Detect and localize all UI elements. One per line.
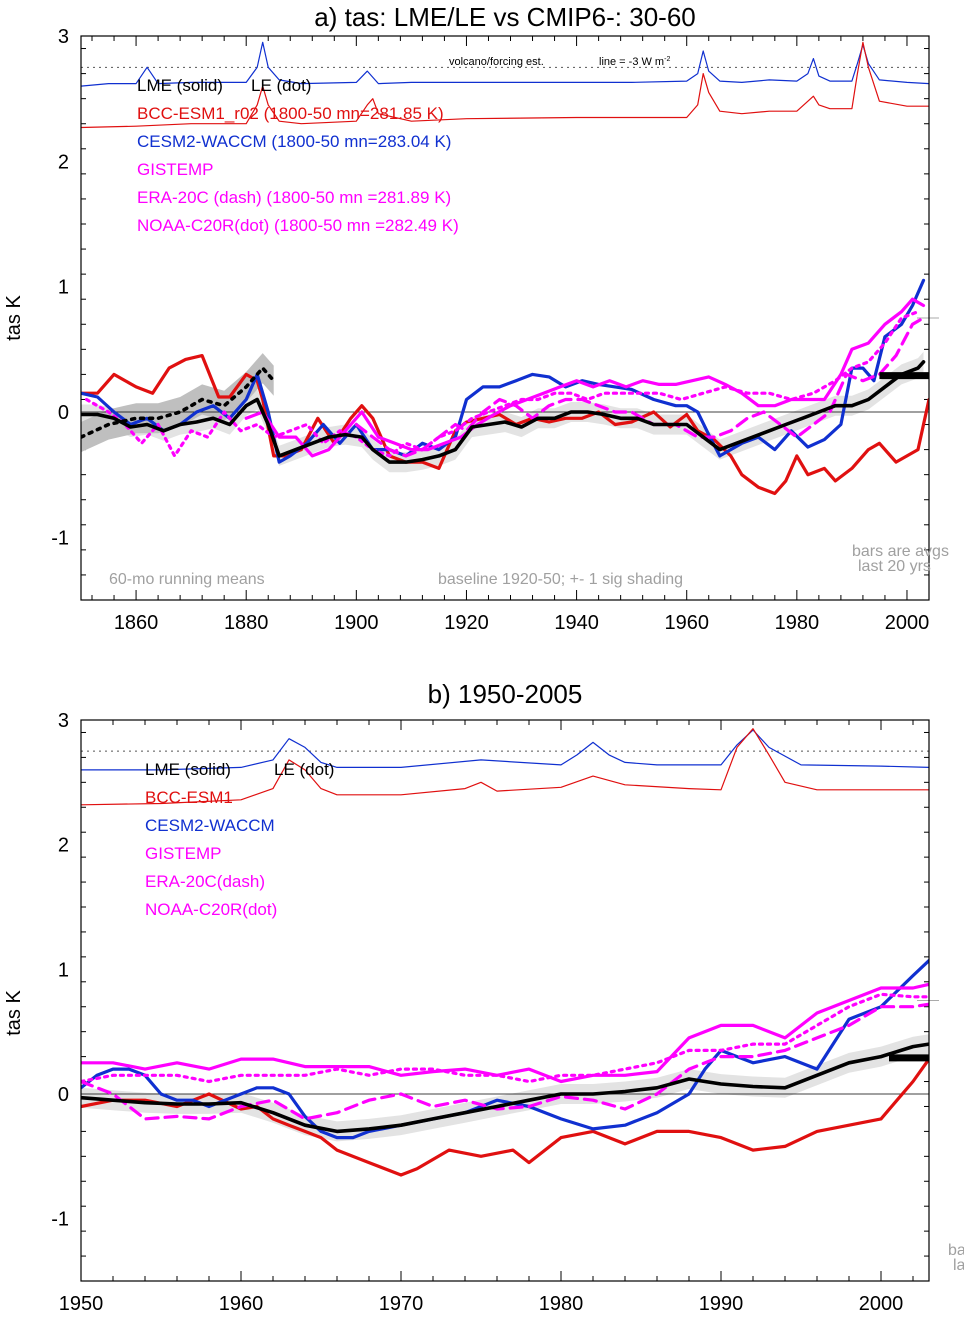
- panel-b-plot-area: [81, 728, 929, 1177]
- x-tick-label-1960: 1960: [219, 1293, 264, 1315]
- running-mean-note: 60-mo running means: [109, 571, 265, 588]
- series-era-20c-line: [81, 1002, 929, 1121]
- legend-b-gistemp: GISTEMP: [145, 844, 222, 863]
- y-tick-label--1: -1: [51, 527, 69, 549]
- legend-bcc-esm1: BCC-ESM1_r02 (1800-50 mn=281.85 K): [137, 104, 444, 123]
- x-tick-label-1980: 1980: [775, 612, 820, 634]
- series-bcc-esm1-forcing-line: [81, 41, 929, 129]
- legend-b-cesm2-waccm: CESM2-WACCM: [145, 816, 275, 835]
- x-tick-label-1970: 1970: [379, 1293, 424, 1315]
- series-gistemp-line: [244, 297, 926, 458]
- panel-b: b) 1950-2005 tas K 1950 1960 1970 1980 1990 2…: [3, 679, 964, 1315]
- panel-b-frame: [80, 719, 930, 1282]
- series-lme-line: [81, 1042, 929, 1134]
- y-tick-label-0: 0: [58, 1084, 69, 1106]
- legend-noaa-c20r: NOAA-C20R(dot) (1800-50 mn =282.49 K): [137, 216, 459, 235]
- legend-b-era-20c: ERA-20C(dash): [145, 872, 265, 891]
- panel-a-plot-area: [81, 41, 929, 496]
- series-noaa-c20r-line: [84, 310, 920, 458]
- panel-a-ticks: 1860 1880 1900 1920 1940 1960 1980 2000 -1 0 1 2 3: [51, 26, 939, 634]
- series-bcc-esm1-line: [81, 1057, 929, 1177]
- forcing-line-equation: line = -3 W m: [599, 56, 664, 68]
- panel-a-legend: LME (solid) LE (dot) BCC-ESM1_r02 (1800-…: [137, 76, 459, 235]
- legend-lme: LME (solid): [137, 76, 223, 95]
- panel-b-title: b) 1950-2005: [428, 679, 583, 709]
- series-cesm2-waccm-forcing-line: [81, 729, 929, 771]
- legend-le: LE (dot): [251, 76, 311, 95]
- x-tick-label-1950: 1950: [59, 1293, 104, 1315]
- series-era-20c-line: [354, 316, 926, 458]
- legend-b-lme: LME (solid): [145, 760, 231, 779]
- series-bcc-esm1-r02-line: [81, 354, 929, 496]
- x-tick-label-1960: 1960: [664, 612, 709, 634]
- bars-note-line2: last 20 yrs: [858, 558, 931, 575]
- bars-note-line1: bars are avgs: [852, 543, 949, 560]
- panel-b-y-axis-label: tas K: [3, 990, 25, 1036]
- y-tick-label-2: 2: [58, 835, 69, 857]
- forcing-line-note: line = -3 W m-2: [599, 56, 670, 68]
- y-tick-label-3: 3: [58, 710, 69, 732]
- legend-gistemp: GISTEMP: [137, 160, 214, 179]
- bars-note-b-line2: la: [953, 1257, 964, 1274]
- series-gistemp-line: [81, 982, 929, 1084]
- series-le-line: [81, 366, 276, 439]
- x-tick-label-1990: 1990: [699, 1293, 744, 1315]
- legend-b-bcc-esm1: BCC-ESM1: [145, 788, 233, 807]
- x-tick-label-1880: 1880: [224, 612, 269, 634]
- legend-cesm2-waccm: CESM2-WACCM (1800-50 mn=283.04 K): [137, 132, 451, 151]
- series-bcc-esm1-forcing-line: [81, 728, 929, 806]
- forcing-line-exponent: -2: [664, 56, 670, 63]
- y-tick-label-1: 1: [58, 959, 69, 981]
- series-cesm2-waccm-line: [81, 278, 926, 464]
- x-tick-label-2000: 2000: [859, 1293, 904, 1315]
- x-tick-label-1940: 1940: [554, 612, 599, 634]
- y-tick-label-2: 2: [58, 151, 69, 173]
- series-cesm2-waccm-forcing-line: [81, 41, 929, 87]
- legend-era-20c: ERA-20C (dash) (1800-50 mn =281.89 K): [137, 188, 451, 207]
- series-lme-line: [81, 360, 926, 464]
- panel-a-y-axis-label: tas K: [3, 295, 25, 341]
- panel-a: a) tas: LME/LE vs CMIP6-: 30-60 tas K 18…: [3, 2, 949, 634]
- baseline-note: baseline 1920-50; +- 1 sig shading: [438, 571, 683, 588]
- legend-b-le: LE (dot): [274, 760, 334, 779]
- x-tick-label-2000: 2000: [885, 612, 930, 634]
- y-tick-label-1: 1: [58, 277, 69, 299]
- volcano-note: volcano/forcing est.: [449, 56, 544, 68]
- series-noaa-c20r-line: [81, 992, 929, 1084]
- spread-band-0: [81, 1034, 929, 1142]
- panel-a-title: a) tas: LME/LE vs CMIP6-: 30-60: [314, 2, 695, 32]
- panel-b-legend: LME (solid) LE (dot) BCC-ESM1 CESM2-WACC…: [145, 760, 334, 919]
- bars-note-b-line1: ba: [948, 1242, 964, 1259]
- x-tick-label-1920: 1920: [444, 612, 489, 634]
- x-tick-label-1900: 1900: [334, 612, 379, 634]
- y-tick-label-0: 0: [58, 402, 69, 424]
- panel-a-frame: [80, 35, 930, 601]
- x-tick-label-1980: 1980: [539, 1293, 584, 1315]
- y-tick-label-3: 3: [58, 26, 69, 48]
- panel-b-ticks: 1950 1960 1970 1980 1990 2000 -1 0 1 2 3: [51, 710, 939, 1315]
- legend-b-noaa-c20r: NOAA-C20R(dot): [145, 900, 277, 919]
- x-tick-label-1860: 1860: [114, 612, 159, 634]
- y-tick-label--1: -1: [51, 1209, 69, 1231]
